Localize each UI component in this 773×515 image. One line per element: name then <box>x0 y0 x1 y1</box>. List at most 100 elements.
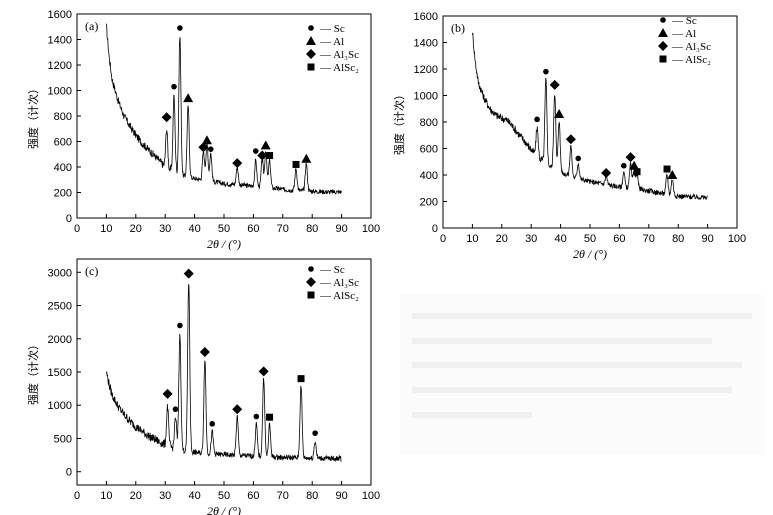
peak-marker-square <box>292 160 300 168</box>
y-tick-label: 600 <box>54 137 72 149</box>
legend-label: — Al <box>671 28 696 40</box>
x-tick-label: 40 <box>188 490 200 502</box>
y-tick-label: 1200 <box>414 64 438 76</box>
y-tick-label: 3000 <box>48 267 72 279</box>
x-tick-label: 40 <box>188 223 200 235</box>
legend-marker-diamond <box>658 41 668 51</box>
legend-marker-diamond <box>306 49 316 59</box>
x-axis-label: 2θ / (°) <box>207 237 241 251</box>
legend-label: — Al <box>319 36 344 48</box>
x-tick-label: 90 <box>335 490 347 502</box>
y-tick-label: 1600 <box>48 9 72 21</box>
legend-marker-circle <box>308 25 314 31</box>
y-tick-label: 0 <box>66 467 72 479</box>
x-tick-label: 100 <box>362 223 380 235</box>
y-tick-label: 1400 <box>48 35 72 47</box>
y-tick-label: 1000 <box>48 86 72 98</box>
legend-label: — Al₃Sc <box>319 277 359 289</box>
legend-label: — AlSc₂ <box>671 54 711 66</box>
x-tick-label: 50 <box>218 223 230 235</box>
peak-marker-triangle <box>301 153 312 163</box>
peak-marker-square <box>663 165 671 173</box>
x-tick-label: 20 <box>130 223 142 235</box>
peak-marker-diamond <box>198 142 209 153</box>
legend-marker-diamond <box>306 277 316 287</box>
x-tick-label: 10 <box>466 233 478 245</box>
peak-marker-circle <box>253 413 260 420</box>
peak-marker-diamond <box>161 112 172 123</box>
y-tick-label: 0 <box>432 223 438 235</box>
x-tick-label: 90 <box>335 223 347 235</box>
y-tick-label: 600 <box>420 144 438 156</box>
x-tick-label: 10 <box>100 490 112 502</box>
legend-marker-circle <box>660 17 666 23</box>
peak-marker-diamond <box>257 150 268 161</box>
y-tick-label: 1000 <box>414 91 438 103</box>
peak-marker-triangle <box>629 160 640 170</box>
ghost-caption-region <box>400 295 765 455</box>
peak-marker-circle <box>312 430 318 436</box>
y-tick-label: 200 <box>420 197 438 209</box>
x-tick-label: 60 <box>247 490 259 502</box>
legend-label: — AlSc₂ <box>319 290 359 302</box>
legend-marker-square <box>307 63 315 71</box>
x-axis-label: 2θ / (°) <box>207 504 241 515</box>
y-tick-label: 0 <box>66 213 72 225</box>
y-tick-label: 2000 <box>48 334 72 346</box>
x-tick-label: 20 <box>130 490 142 502</box>
panel-label: (c) <box>85 264 98 278</box>
legend-label: — Sc <box>319 264 345 276</box>
peak-marker-diamond <box>199 347 210 358</box>
x-tick-label: 80 <box>306 223 318 235</box>
peak-marker-triangle <box>201 135 212 145</box>
y-tick-label: 800 <box>420 117 438 129</box>
peak-marker-circle <box>177 322 183 329</box>
y-tick-label: 200 <box>54 188 72 200</box>
x-tick-label: 70 <box>277 223 289 235</box>
peak-marker-diamond <box>565 134 576 145</box>
peak-marker-diamond <box>162 388 173 399</box>
y-tick-label: 1600 <box>414 11 438 23</box>
y-tick-label: 1000 <box>48 400 72 412</box>
x-tick-label: 100 <box>362 490 380 502</box>
peak-marker-circle <box>177 25 183 31</box>
legend-label: — Al₃Sc <box>319 49 359 61</box>
y-tick-label: 500 <box>54 433 72 445</box>
peak-marker-triangle <box>667 170 678 179</box>
peak-marker-diamond <box>232 158 243 169</box>
chart-panel-c: 0 10 20 30 40 50 60 70 80 90 100050010001500200025… <box>26 258 380 515</box>
x-tick-label: 0 <box>440 233 446 245</box>
peak-marker-diamond <box>549 79 560 90</box>
x-tick-label: 60 <box>613 233 625 245</box>
peak-marker-circle <box>209 421 216 427</box>
x-tick-label: 70 <box>643 233 655 245</box>
peak-marker-triangle <box>554 109 565 119</box>
x-tick-label: 70 <box>277 490 289 502</box>
xrd-pattern-line <box>106 284 342 463</box>
legend-label: — Al₃Sc <box>671 41 711 53</box>
legend-marker-triangle <box>306 36 316 45</box>
x-tick-label: 80 <box>306 490 318 502</box>
x-tick-label: 50 <box>584 233 596 245</box>
y-tick-label: 2500 <box>48 301 72 313</box>
legend-marker-square <box>307 291 315 299</box>
y-tick-label: 800 <box>54 111 72 123</box>
x-tick-label: 40 <box>554 233 566 245</box>
x-tick-label: 80 <box>672 233 684 245</box>
peak-marker-square <box>633 168 641 176</box>
x-tick-label: 50 <box>218 490 230 502</box>
y-tick-label: 400 <box>420 170 438 182</box>
peak-marker-circle <box>252 148 259 154</box>
y-tick-label: 1500 <box>48 367 72 379</box>
legend-label: — Sc <box>671 15 697 27</box>
peak-marker-square <box>266 152 274 160</box>
xrd-pattern-line <box>106 23 342 195</box>
x-tick-label: 100 <box>728 233 746 245</box>
x-tick-label: 10 <box>100 223 112 235</box>
chart-panel-a: 0 10 20 30 40 50 60 70 80 90 100020040060080010001… <box>26 9 380 251</box>
y-axis-label: 强度（计次） <box>26 83 40 149</box>
peak-marker-square <box>297 375 305 383</box>
peak-marker-diamond <box>625 152 636 163</box>
x-tick-label: 90 <box>701 233 713 245</box>
